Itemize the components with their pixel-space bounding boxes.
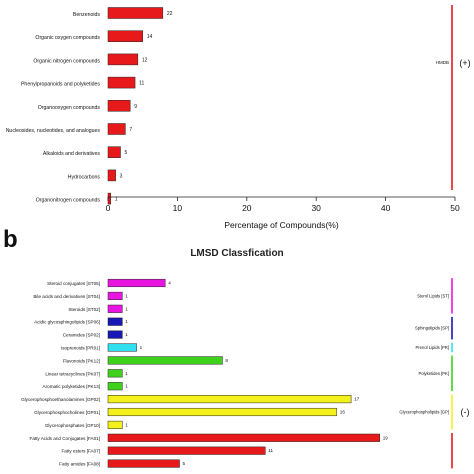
b-category-label: Flavonoids [PK12] [63,358,100,363]
a-data-label: 12 [142,57,148,63]
a-bar [107,76,136,89]
b-category-label: Steroids [ST02] [68,307,100,312]
b-bar [107,356,223,365]
a-data-label: 7 [129,127,132,133]
b-data-label: 11 [268,448,273,453]
b-bar [107,278,166,288]
b-bar [107,459,180,468]
a-group-label: HMDB [436,60,449,65]
a-category-label: Organic nitrogen compounds [33,58,100,64]
a-data-label: 3 [120,173,123,179]
b-category-label: Fatty amides [FA08] [59,462,100,467]
b-bar [107,291,123,300]
b-data-label: 1 [140,345,143,350]
a-category-label: Organonitrogen compounds [36,198,101,204]
b-group-label: Glycerophospholipids [GP] [399,410,449,415]
a-x-tick-label: 40 [381,203,391,213]
b-data-label: 1 [125,371,128,376]
a-category-label: Alkaloids and derivatives [43,151,100,157]
b-category-label: Acidic glycosphingolipids [SP06] [34,320,100,325]
a-bar [107,146,121,158]
b-bar [107,395,352,404]
a-group-sign: (+) [459,58,470,68]
b-bar [107,420,123,429]
a-data-label: 1 [115,197,118,203]
a-category-label: Phenylpropanoids and polyketides [21,82,100,88]
b-data-label: 1 [125,422,128,427]
b-category-label: Fatty esters [FA07] [61,449,100,454]
b-data-label: 1 [125,306,128,311]
b-bar [107,304,123,313]
a-x-axis-label: Percentage of Compounds(%) [224,220,339,230]
a-category-label: Benzenoids [73,12,101,18]
b-category-label: Isoprenoids [PR01] [61,346,100,351]
b-category-label: Glycerophosphocholines [GP01] [34,410,100,415]
a-x-tick-label: 30 [311,203,321,213]
b-group-label: Polyketides [PK] [419,371,450,376]
b-bar [107,382,123,391]
a-data-label: 11 [139,81,144,87]
a-bar [107,7,164,19]
a-x-tick-label: 10 [173,203,183,213]
b-data-label: 8 [225,358,228,363]
b-category-label: Steroid conjugates [ST05] [47,281,100,286]
a-category-label: Hydrocarbons [68,174,101,180]
b-bar [107,343,137,352]
b-bar [107,433,380,442]
b-data-label: 1 [125,319,128,324]
a-bar [107,123,126,135]
b-category-label: Ceramides [SP02] [63,333,100,338]
b-data-label: 5 [183,461,186,466]
a-data-label: 22 [167,11,173,17]
b-data-label: 1 [125,332,128,337]
a-x-tick-label: 20 [242,203,252,213]
a-bar [107,169,116,182]
a-category-label: Organic oxygen compounds [35,35,100,41]
a-bar [107,30,143,42]
b-category-label: Glycerophosphates [GP10] [45,423,100,428]
b-data-label: 1 [125,293,128,298]
b-group-label: Sterol Lipids [ST] [417,293,449,298]
a-data-label: 9 [134,104,137,110]
b-group-sign: (-) [461,407,470,417]
b-data-label: 19 [383,435,389,440]
b-category-label: Aromatic polyketides [PK13] [43,384,100,389]
b-bar [107,330,123,339]
b-data-label: 4 [168,281,171,286]
a-data-label: 14 [147,34,153,40]
b-bar [107,407,338,417]
a-bar [107,100,131,112]
b-data-label: 17 [354,397,360,402]
chart-b-title: LMSD Classfication [190,248,284,259]
b-data-label: 1 [125,384,128,389]
a-data-label: 5 [124,150,127,156]
b-group-label: Prenol Lipids [PR] [415,345,449,350]
panel-b-letter: b [3,226,18,253]
b-category-label: Glycerophosphoethanolamines [GP02] [21,397,100,402]
b-category-label: Linear tetracyclines [PK07] [45,371,100,376]
a-x-tick-label: 0 [106,203,111,213]
b-category-label: Fatty Acids and Conjugates [FA01] [30,436,100,441]
a-x-tick-label: 50 [450,203,460,213]
b-group-label: Sphingolipids [SP] [415,326,449,331]
b-bar [107,317,123,326]
b-bar [107,369,123,378]
b-bar [107,446,266,455]
b-category-label: Bile acids and derivatives [ST04] [33,294,100,299]
a-bar [107,53,139,66]
b-data-label: 16 [340,410,346,415]
a-category-label: Nucleosides, nucleotides, and analogues [6,128,101,134]
a-category-label: Organooxygen compounds [38,105,101,111]
